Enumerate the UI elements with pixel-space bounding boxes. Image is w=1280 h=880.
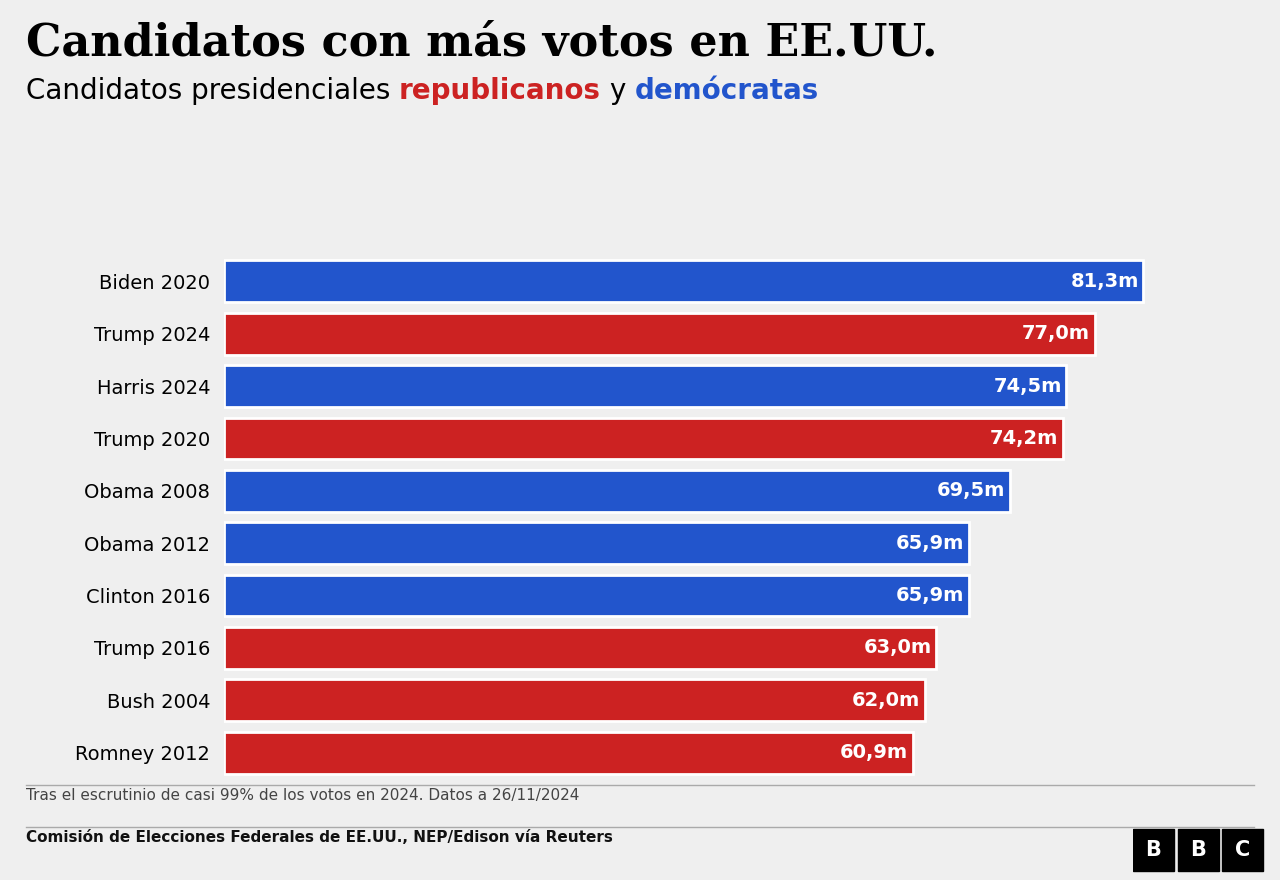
Bar xyxy=(224,260,1143,303)
Bar xyxy=(224,312,1094,355)
Text: 62,0m: 62,0m xyxy=(852,691,920,710)
Bar xyxy=(224,627,937,669)
Text: 60,9m: 60,9m xyxy=(840,743,908,762)
Text: 74,2m: 74,2m xyxy=(989,429,1059,448)
Bar xyxy=(224,417,1062,459)
Text: republicanos: republicanos xyxy=(399,77,600,105)
Bar xyxy=(224,731,913,774)
Text: Comisión de Elecciones Federales de EE.UU., NEP/Edison vía Reuters: Comisión de Elecciones Federales de EE.U… xyxy=(26,830,612,845)
Bar xyxy=(224,365,1066,407)
FancyBboxPatch shape xyxy=(1133,829,1174,871)
Text: 63,0m: 63,0m xyxy=(864,638,932,657)
Text: y: y xyxy=(600,77,635,105)
Bar xyxy=(224,522,969,564)
Text: 65,9m: 65,9m xyxy=(896,533,965,553)
Text: demócratas: demócratas xyxy=(635,77,819,105)
Text: B: B xyxy=(1146,840,1161,860)
Bar xyxy=(224,575,969,617)
Text: 74,5m: 74,5m xyxy=(993,377,1062,396)
Text: C: C xyxy=(1235,840,1251,860)
Text: Candidatos con más votos en EE.UU.: Candidatos con más votos en EE.UU. xyxy=(26,22,937,65)
Bar xyxy=(224,470,1010,512)
Text: B: B xyxy=(1190,840,1206,860)
Text: 81,3m: 81,3m xyxy=(1070,272,1139,291)
Bar xyxy=(224,679,925,722)
FancyBboxPatch shape xyxy=(1222,829,1263,871)
Text: Tras el escrutinio de casi 99% de los votos en 2024. Datos a 26/11/2024: Tras el escrutinio de casi 99% de los vo… xyxy=(26,788,579,803)
FancyBboxPatch shape xyxy=(1178,829,1219,871)
Text: Candidatos presidenciales: Candidatos presidenciales xyxy=(26,77,399,105)
Text: 77,0m: 77,0m xyxy=(1023,324,1091,343)
Text: 69,5m: 69,5m xyxy=(937,481,1005,501)
Text: 65,9m: 65,9m xyxy=(896,586,965,605)
